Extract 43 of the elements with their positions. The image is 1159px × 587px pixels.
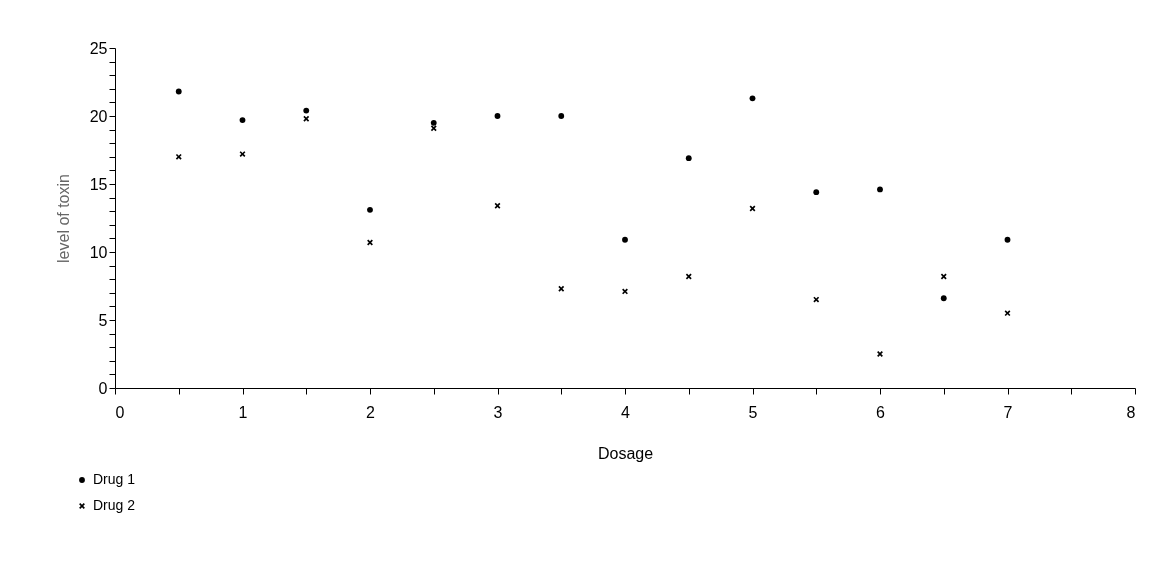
x-tick-label: 1 <box>238 403 248 421</box>
point <box>367 206 373 213</box>
x-tick-label: 2 <box>366 403 376 421</box>
x-axis-title: Dosage <box>597 444 654 462</box>
x-tick-label: 8 <box>1126 403 1136 421</box>
point <box>430 125 437 132</box>
x-tick-label: 4 <box>621 403 631 421</box>
point <box>558 113 565 119</box>
point <box>175 153 182 160</box>
point <box>175 88 182 95</box>
x-tick-label: 6 <box>876 403 886 421</box>
point <box>749 205 756 212</box>
point <box>622 236 628 243</box>
point <box>303 107 310 114</box>
legend-label: Drug 1 <box>93 471 136 487</box>
y-tick-label: 15 <box>89 175 108 193</box>
point <box>239 117 246 123</box>
point <box>494 113 501 119</box>
point <box>813 296 820 303</box>
x-tick-label: 7 <box>1003 403 1013 421</box>
y-tick-label: 25 <box>89 39 108 57</box>
point <box>558 285 565 292</box>
y-tick-label: 0 <box>98 379 108 397</box>
legend-label: Drug 2 <box>93 497 136 513</box>
point <box>877 351 883 357</box>
point <box>877 186 883 193</box>
y-axis-title: level of toxin <box>54 174 72 263</box>
y-tick-label: 5 <box>98 311 108 329</box>
x-tick-label: 0 <box>115 403 125 421</box>
point <box>685 155 692 162</box>
x-tick-label: 3 <box>493 403 503 421</box>
point <box>813 189 820 196</box>
point <box>622 288 628 295</box>
point <box>367 239 373 246</box>
point <box>303 115 310 122</box>
y-tick-label: 20 <box>89 107 108 125</box>
x-tick-label: 5 <box>748 403 758 421</box>
point <box>940 295 947 302</box>
point <box>1004 236 1011 243</box>
point <box>749 95 756 102</box>
point <box>430 119 437 126</box>
y-tick-label: 10 <box>89 243 108 261</box>
point <box>239 151 246 157</box>
